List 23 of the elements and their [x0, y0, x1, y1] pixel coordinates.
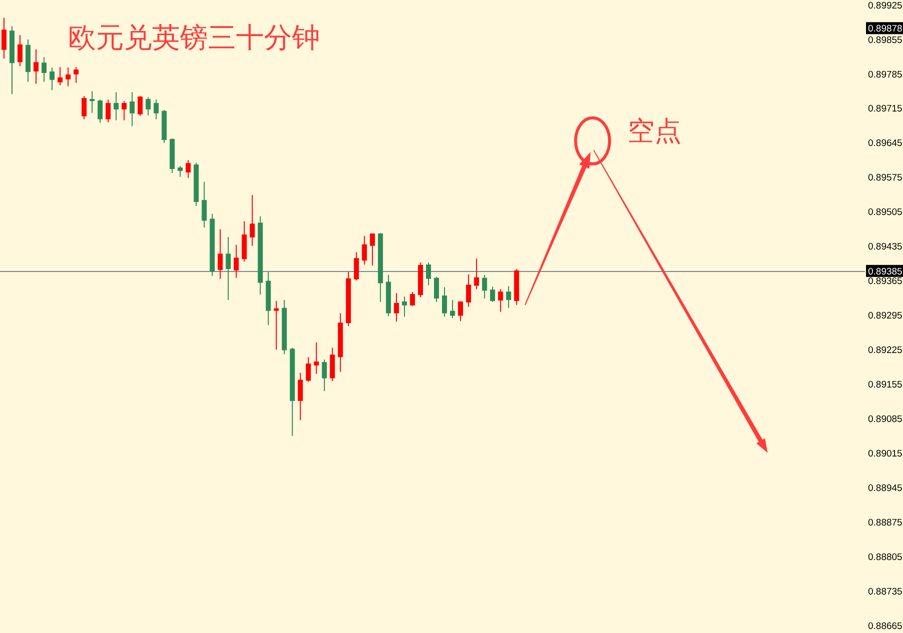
ytick: 0.89295 [868, 310, 902, 322]
title: 欧元兑英镑三十分钟 [68, 21, 320, 54]
ytick: 0.89155 [868, 380, 902, 391]
ytick: 0.88735 [868, 586, 902, 598]
ytick: 0.89505 [868, 207, 902, 218]
ytick: 0.89925 [868, 0, 902, 12]
ytick: 0.89085 [868, 414, 902, 425]
ytick: 0.88665 [868, 620, 902, 632]
annotation: 空点 [628, 116, 682, 147]
ytick: 0.89855 [868, 34, 902, 46]
ytick: 0.89015 [868, 448, 902, 460]
ytick: 0.88875 [868, 517, 902, 528]
ytick: 0.89575 [868, 172, 902, 184]
ytick: 0.89435 [868, 242, 902, 253]
price-tag: 0.89878 [866, 22, 903, 34]
ytick: 0.88805 [868, 552, 902, 563]
ytick: 0.89715 [868, 104, 902, 115]
ref-label: 0.89385 [866, 264, 903, 278]
ytick: 0.89785 [868, 69, 902, 80]
ytick: 0.89365 [868, 276, 902, 288]
ytick: 0.88945 [868, 482, 902, 494]
ytick: 0.89645 [868, 138, 902, 150]
ytick: 0.89225 [868, 345, 902, 356]
